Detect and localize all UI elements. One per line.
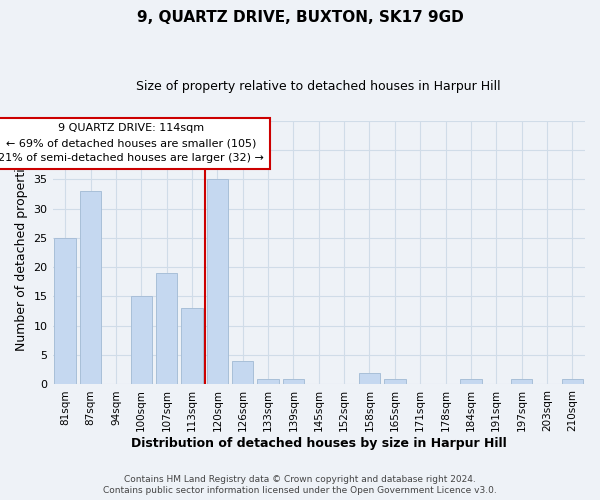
Text: 9, QUARTZ DRIVE, BUXTON, SK17 9GD: 9, QUARTZ DRIVE, BUXTON, SK17 9GD: [137, 10, 463, 25]
Bar: [131, 296, 152, 384]
Text: Contains public sector information licensed under the Open Government Licence v3: Contains public sector information licen…: [103, 486, 497, 495]
Bar: [156, 273, 178, 384]
Bar: [206, 179, 228, 384]
Bar: [359, 372, 380, 384]
Text: Contains HM Land Registry data © Crown copyright and database right 2024.: Contains HM Land Registry data © Crown c…: [124, 475, 476, 484]
Bar: [384, 378, 406, 384]
Bar: [562, 378, 583, 384]
Bar: [80, 191, 101, 384]
Bar: [283, 378, 304, 384]
Bar: [55, 238, 76, 384]
Bar: [257, 378, 279, 384]
Bar: [181, 308, 203, 384]
X-axis label: Distribution of detached houses by size in Harpur Hill: Distribution of detached houses by size …: [131, 437, 506, 450]
Y-axis label: Number of detached properties: Number of detached properties: [15, 154, 28, 351]
Text: 9 QUARTZ DRIVE: 114sqm
← 69% of detached houses are smaller (105)
21% of semi-de: 9 QUARTZ DRIVE: 114sqm ← 69% of detached…: [0, 124, 264, 163]
Bar: [511, 378, 532, 384]
Bar: [232, 361, 253, 384]
Title: Size of property relative to detached houses in Harpur Hill: Size of property relative to detached ho…: [136, 80, 501, 93]
Bar: [460, 378, 482, 384]
